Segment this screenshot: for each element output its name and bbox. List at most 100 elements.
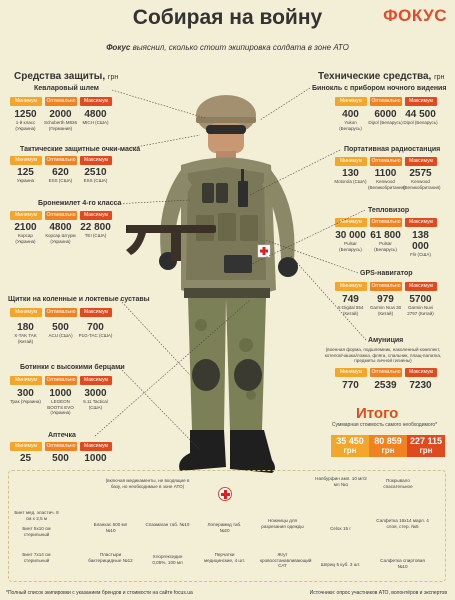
price-value: 1000 [84, 453, 107, 464]
chip-row: Минимум Оптимально Максимум [10, 376, 112, 385]
kit-item: Хлоргексидин 0,05%, 100 мл [152, 554, 183, 565]
logo[interactable]: ФОКУС [383, 6, 447, 25]
price-min: 2100 Корсар (Украина) [8, 222, 43, 244]
price-row: 125 Украина 620 ESS (США) 2510 ESS (США) [8, 167, 113, 184]
price-value: 300 [17, 388, 34, 399]
price-opt: 979 Garmin Nuvi 30 (Китай) [368, 294, 403, 316]
kit-item: Жгут кровоостанавливающий САТ [260, 552, 312, 569]
chip-opt: Оптимально [45, 308, 77, 317]
price-brand: ESS (США) [48, 178, 73, 183]
price-value: 620 [52, 167, 69, 178]
price-opt: 620 ESS (США) [43, 167, 78, 184]
price-row: 300 Трак (Украина) 1000 LEGEON BOOTS EVO (… [8, 388, 113, 416]
chip-max: Максимум [405, 282, 437, 291]
price-opt: 2539 [368, 380, 403, 391]
price-min: 1250 1-й класс (Украина) [8, 109, 43, 131]
price-brand: MICH (США) [82, 120, 109, 125]
tech-title: Технические средства, грн [318, 71, 444, 82]
chip-row: Минимум Оптимально Максимум [335, 157, 437, 166]
totals-title: Итого [356, 405, 399, 422]
total-opt: 80 859 грн [369, 435, 407, 457]
item-ammunition: Амуниция [368, 337, 404, 344]
price-brand: Корсар (Украина) [15, 233, 36, 244]
price-opt: 4800 Корсар Штурм (Украина) [43, 222, 78, 244]
chip-min: Минимум [10, 97, 42, 106]
price-brand: TEI (США) [84, 233, 107, 238]
price-value: 125 [17, 167, 34, 178]
price-brand: Трак (Украина) [10, 399, 41, 404]
tech-unit: грн [434, 74, 445, 81]
chip-max: Максимум [405, 97, 437, 106]
kit-item: Лоперамид таб. №20 [207, 522, 242, 533]
chip-min: Минимум [335, 218, 367, 227]
kit-item: Бинт 7х14 см стерильный [22, 552, 51, 563]
item-vest: Бронежилет 4-го класса [38, 200, 122, 207]
chip-opt: Оптимально [370, 157, 402, 166]
chip-min: Минимум [10, 211, 42, 220]
chip-opt: Оптимально [370, 218, 402, 227]
chip-opt: Оптимально [370, 368, 402, 377]
kit-item: Салфетка 16х14 марл. 4 слоя, стер. №5 [376, 518, 429, 529]
price-brand: Kenwood (Великобритания) [368, 179, 406, 190]
price-row: 180 X-TAK TAK (Китай) 500 ACU (США) 700 P1G… [8, 322, 113, 344]
price-brand: X-Digital 554 (Китай) [337, 305, 364, 316]
first-aid-kit-box [8, 470, 446, 582]
total-currency: грн [419, 446, 433, 455]
protection-unit: грн [107, 74, 119, 81]
kit-item: Спазмаган таб. №10 [145, 522, 190, 527]
chip-min: Минимум [335, 282, 367, 291]
price-max: 700 P1G-TAC (США) [78, 322, 113, 344]
total-value: 227 115 [409, 436, 443, 446]
subtitle-brand: Фокус [106, 43, 131, 52]
price-brand: P1G-TAC (США) [78, 333, 113, 338]
item-binoculars: Бинокль с прибором ночного видения [312, 85, 447, 92]
price-value: 3000 [84, 388, 107, 399]
chip-opt: Оптимально [45, 211, 77, 220]
price-brand: 1-й класс (Украина) [15, 120, 36, 131]
chip-min: Минимум [335, 368, 367, 377]
kit-note: (включая медикаменты, не входящие в базу… [105, 478, 190, 489]
price-min: 400 Yukon (Беларусь) [333, 109, 368, 131]
kit-item: Сelox 15 г [329, 526, 352, 531]
footer-source: Источники: опрос участников АТО, волонтё… [309, 590, 447, 596]
price-value: 700 [87, 322, 104, 333]
price-value: 1250 [14, 109, 37, 120]
price-min: 125 Украина [8, 167, 43, 184]
item-gps: GPS-навигатор [360, 270, 413, 277]
kit-item: Шприц 5 куб. 3 шт. [320, 562, 361, 567]
total-currency: грн [381, 446, 395, 455]
price-row: 1250 1-й класс (Украина) 2000 Schuberth M8… [8, 109, 113, 131]
price-opt: 61 800 Pulsar (Беларусь) [368, 230, 403, 258]
price-value: 61 800 [370, 230, 401, 241]
chip-row: Минимум Оптимально Максимум [10, 156, 112, 165]
price-value: 30 000 [335, 230, 366, 241]
item-thermal-imager: Тепловизор [368, 207, 410, 214]
total-max: 227 115 грн [407, 435, 445, 457]
price-min: 130 Motorola (США) [333, 168, 368, 190]
chip-min: Минимум [10, 376, 42, 385]
price-min: 25 [8, 453, 43, 464]
item-goggles: Тактические защитные очки-маска [20, 146, 141, 153]
item-boots: Ботинки с высокими берцами [20, 364, 125, 371]
price-brand: Pulsar (Беларусь) [374, 241, 397, 252]
kit-item: Пластыри бактерицидные №12 [88, 552, 133, 563]
chip-min: Минимум [10, 442, 42, 451]
price-min: 180 X-TAK TAK (Китай) [8, 322, 43, 344]
price-value: 2000 [49, 109, 72, 120]
page-title: Собирая на войну [132, 6, 323, 29]
price-min: 749 X-Digital 554 (Китай) [333, 294, 368, 316]
chip-row: Минимум Оптимально Максимум [10, 211, 112, 220]
red-cross-icon [218, 487, 232, 501]
price-brand: Garmin Nuvi 30 (Китай) [369, 305, 402, 316]
price-value: 770 [342, 380, 359, 391]
price-value: 749 [342, 294, 359, 305]
footer-note: *Полный список экипировки с указанием бр… [6, 590, 193, 596]
price-brand: X-TAK TAK (Китай) [14, 333, 37, 344]
chip-opt: Оптимально [45, 97, 77, 106]
total-currency: грн [343, 446, 357, 455]
price-value: 22 800 [80, 222, 111, 233]
price-min: 300 Трак (Украина) [8, 388, 43, 416]
soldier-illustration [126, 95, 298, 473]
chip-max: Максимум [80, 97, 112, 106]
